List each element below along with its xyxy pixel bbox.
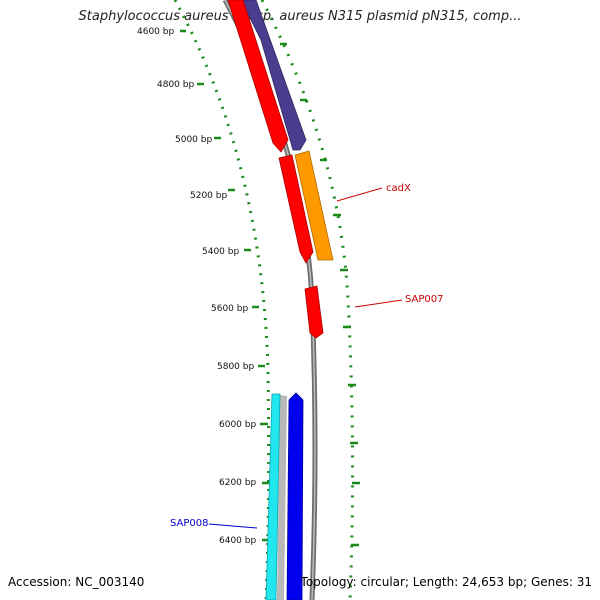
ruler-label: 5200 bp [190,191,227,201]
cds-feature-gray-strip [277,395,287,600]
leader-lines [208,187,403,529]
leader-line-cadX [336,187,383,202]
ruler-label: 5600 bp [211,304,248,314]
cds-feature-red-2[interactable] [278,154,314,264]
cds-feature-SAP007[interactable] [304,285,324,339]
leader-line-SAP008 [208,523,258,529]
cds-feature-purple[interactable] [240,0,307,151]
ruler-label: 6000 bp [219,420,256,430]
ruler-label: 5000 bp [175,135,212,145]
leader-line-SAP007 [354,299,403,308]
cds-feature-cadX[interactable] [294,150,334,261]
cds-features [227,0,334,600]
cds-feature-red-1[interactable] [227,0,289,153]
ruler-label: 5800 bp [217,362,254,372]
accession-label: Accession: NC_003140 [8,575,145,589]
topology-summary: Topology: circular; Length: 24,653 bp; G… [300,575,592,589]
ruler-label: 6200 bp [219,478,256,488]
major-ticks-inner [180,29,270,542]
inner-tick-ring [173,0,271,600]
ruler-label: 5400 bp [202,247,239,257]
gene-label-cadX[interactable]: cadX [386,183,411,194]
major-ticks-outer [280,42,360,547]
cds-feature-SAP008[interactable] [265,393,281,600]
cds-feature-blue[interactable] [286,392,304,600]
gene-label-SAP007[interactable]: SAP007 [405,294,444,305]
ruler-label: 4800 bp [157,80,194,90]
ruler-label: 4600 bp [137,27,174,37]
gene-label-SAP008[interactable]: SAP008 [170,518,209,529]
ruler-label: 6400 bp [219,536,256,546]
ruler-labels: 4600 bp 4800 bp 5000 bp 5200 bp 5400 bp … [137,27,256,546]
gene-labels: cadX SAP007 SAP008 [170,183,444,529]
outer-tick-ring [260,0,355,600]
map-title: Staphylococcus aureus subsp. aureus N315… [78,9,522,24]
